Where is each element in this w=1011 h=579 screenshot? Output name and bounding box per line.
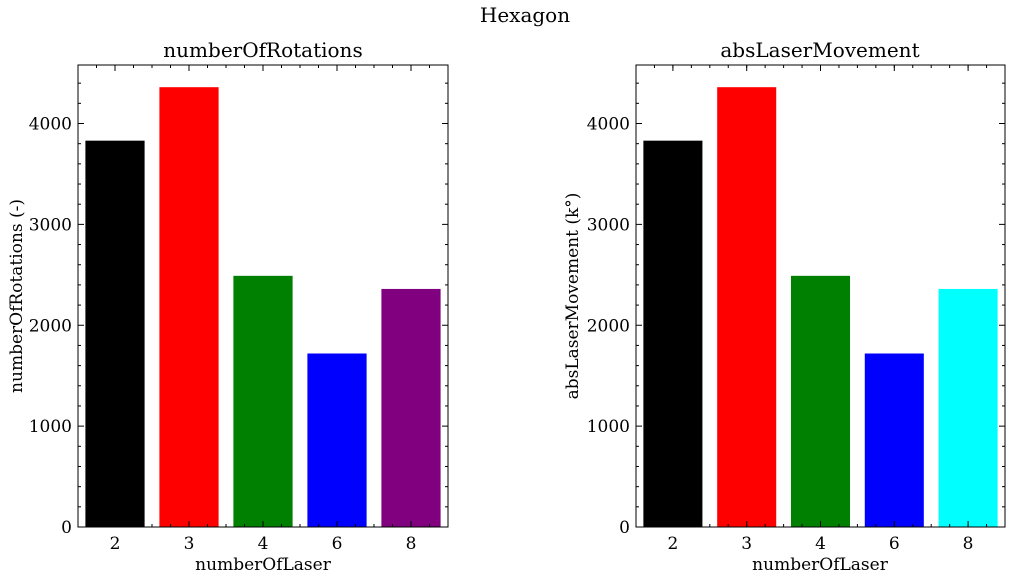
bar-2 bbox=[85, 140, 145, 527]
x-tick-label: 2 bbox=[667, 534, 678, 554]
chart-title: numberOfRotations bbox=[163, 38, 362, 62]
y-tick-label: 0 bbox=[619, 518, 630, 538]
bar-4 bbox=[790, 275, 851, 527]
bar-6 bbox=[307, 353, 367, 527]
y-tick-label: 4000 bbox=[587, 115, 630, 135]
x-tick-label: 4 bbox=[258, 534, 269, 554]
bar-3 bbox=[159, 87, 219, 527]
x-tick-label: 6 bbox=[889, 534, 900, 554]
bar-3 bbox=[717, 87, 777, 527]
y-tick-label: 2000 bbox=[587, 316, 630, 336]
bar-6 bbox=[864, 353, 924, 527]
bar-2 bbox=[643, 140, 703, 527]
panel-abs-laser-movement: absLaserMovement numberOfLaser absLaserM… bbox=[563, 38, 1006, 575]
x-axis-label: numberOfLaser bbox=[195, 555, 332, 575]
y-tick-label: 3000 bbox=[29, 215, 72, 235]
y-tick-label: 1000 bbox=[29, 417, 72, 437]
x-tick-label: 8 bbox=[406, 534, 417, 554]
x-tick-label: 6 bbox=[332, 534, 343, 554]
y-tick-label: 4000 bbox=[29, 115, 72, 135]
y-tick-label: 2000 bbox=[29, 316, 72, 336]
x-axis-label: numberOfLaser bbox=[752, 555, 889, 575]
y-tick-label: 1000 bbox=[587, 417, 630, 437]
x-tick-label: 2 bbox=[110, 534, 121, 554]
bar-8 bbox=[381, 288, 441, 527]
bar-4 bbox=[233, 275, 293, 527]
panel-number-of-rotations: numberOfRotations numberOfLaser numberOf… bbox=[7, 38, 449, 575]
figure-title: Hexagon bbox=[480, 3, 570, 27]
bar-8 bbox=[938, 288, 998, 527]
y-tick-label: 0 bbox=[61, 518, 72, 538]
plot-frame bbox=[77, 64, 449, 528]
x-tick-label: 8 bbox=[963, 534, 974, 554]
chart-title: absLaserMovement bbox=[720, 38, 919, 62]
x-tick-label: 3 bbox=[741, 534, 752, 554]
y-tick-label: 3000 bbox=[587, 215, 630, 235]
plot-frame bbox=[635, 64, 1006, 528]
x-tick-label: 3 bbox=[184, 534, 195, 554]
y-axis-label: numberOfRotations (-) bbox=[7, 199, 27, 393]
y-axis-label: absLaserMovement (k°) bbox=[563, 193, 583, 400]
x-tick-label: 4 bbox=[815, 534, 826, 554]
